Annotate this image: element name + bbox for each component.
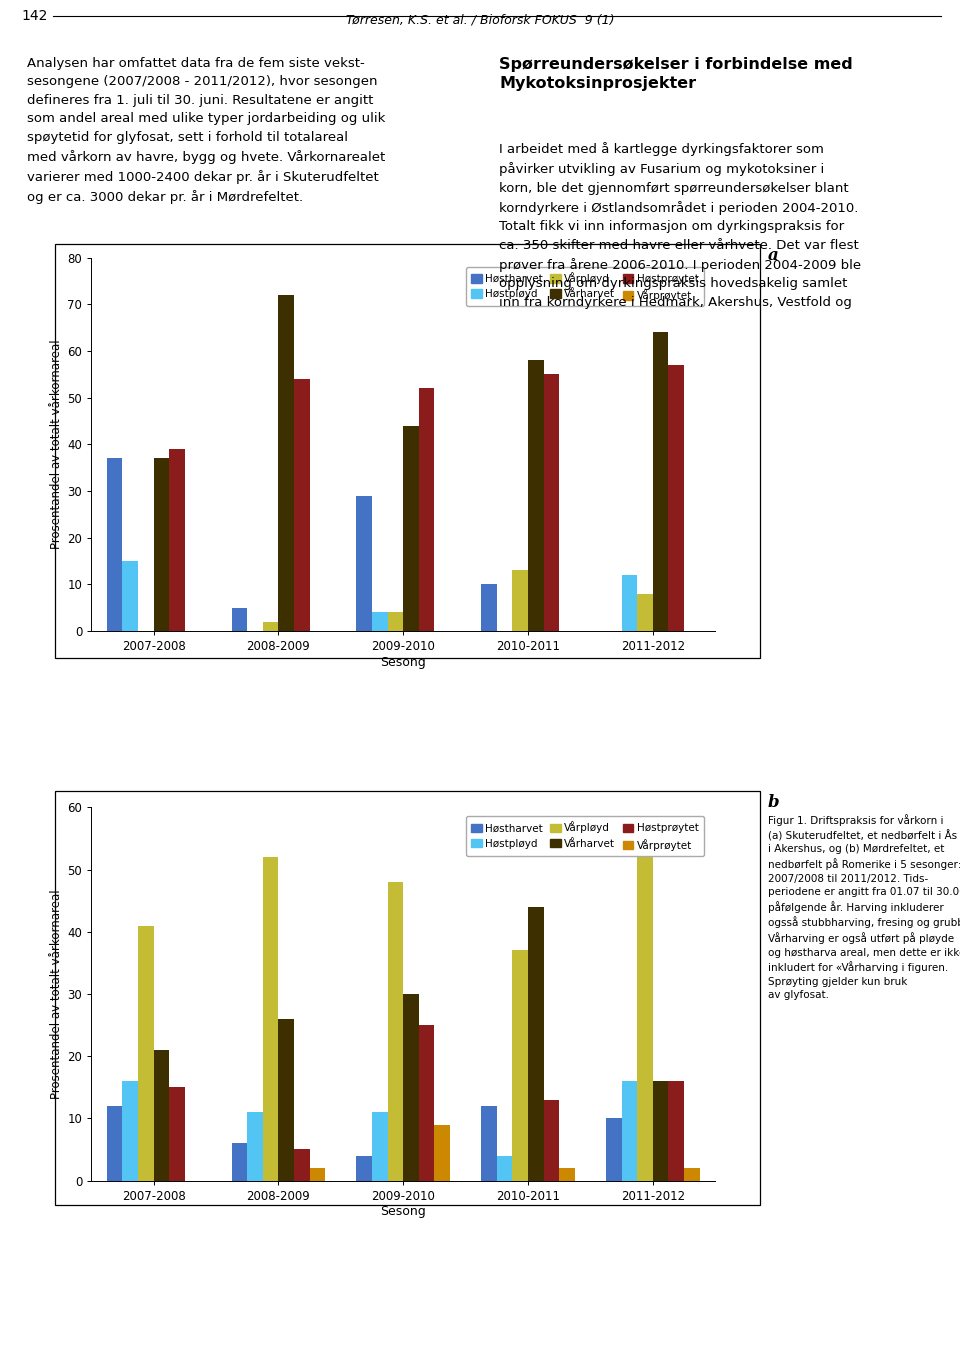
- Bar: [497, 1156, 513, 1181]
- Bar: [403, 993, 419, 1181]
- Bar: [684, 1168, 700, 1181]
- Bar: [154, 459, 169, 631]
- Text: a: a: [768, 247, 779, 265]
- Bar: [668, 365, 684, 631]
- Bar: [637, 594, 653, 631]
- Bar: [481, 1106, 497, 1181]
- Text: Figur 1. Driftspraksis for vårkorn i
(a) Skuterudfeltet, et nedbørfelt i Ås
i Ak: Figur 1. Driftspraksis for vårkorn i (a)…: [768, 814, 960, 1000]
- Bar: [263, 858, 278, 1181]
- Bar: [107, 459, 123, 631]
- Bar: [513, 570, 528, 631]
- Text: I arbeidet med å kartlegge dyrkingsfaktorer som
påvirker utvikling av Fusarium o: I arbeidet med å kartlegge dyrkingsfakto…: [499, 142, 861, 309]
- Legend: Høstharvet, Høstpløyd, Vårpløyd, Vårharvet, Høstprøytet, Vårprøytet: Høstharvet, Høstpløyd, Vårpløyd, Vårharv…: [466, 267, 704, 307]
- Text: Spørreundersøkelser i forbindelse med
Mykotoksinprosjekter: Spørreundersøkelser i forbindelse med My…: [499, 57, 852, 91]
- Bar: [278, 1019, 294, 1181]
- Bar: [356, 495, 372, 631]
- Bar: [294, 1149, 309, 1181]
- Bar: [278, 296, 294, 631]
- Bar: [107, 1106, 123, 1181]
- Bar: [559, 1168, 575, 1181]
- Text: b: b: [768, 794, 780, 811]
- Bar: [528, 361, 543, 631]
- Bar: [263, 622, 278, 631]
- Bar: [653, 332, 668, 631]
- Bar: [622, 1082, 637, 1181]
- Text: 142: 142: [21, 9, 47, 23]
- Bar: [123, 1082, 138, 1181]
- Bar: [434, 1125, 450, 1181]
- Bar: [248, 1113, 263, 1181]
- Bar: [606, 1118, 622, 1181]
- Bar: [543, 1099, 560, 1181]
- Bar: [309, 1168, 325, 1181]
- Legend: Høstharvet, Høstpløyd, Vårpløyd, Vårharvet, Høstprøytet, Vårprøytet: Høstharvet, Høstpløyd, Vårpløyd, Vårharv…: [466, 817, 704, 856]
- Bar: [419, 388, 435, 631]
- Bar: [123, 560, 138, 631]
- Bar: [138, 925, 154, 1181]
- Text: Tørresen, K.S. et al. / Bioforsk FOKUS  9 (1): Tørresen, K.S. et al. / Bioforsk FOKUS 9…: [346, 14, 614, 27]
- Bar: [388, 612, 403, 631]
- X-axis label: Sesong: Sesong: [380, 1205, 426, 1219]
- Bar: [169, 449, 184, 631]
- X-axis label: Sesong: Sesong: [380, 655, 426, 669]
- Bar: [403, 426, 419, 631]
- Bar: [622, 575, 637, 631]
- Bar: [231, 1143, 248, 1181]
- Bar: [653, 1082, 668, 1181]
- Bar: [388, 882, 403, 1181]
- Y-axis label: Prosentandel av totalt vårkornareal: Prosentandel av totalt vårkornareal: [50, 339, 63, 550]
- Bar: [169, 1087, 184, 1181]
- Y-axis label: Prosentandel av totalt vårkornareal: Prosentandel av totalt vårkornareal: [50, 889, 63, 1099]
- Bar: [154, 1050, 169, 1181]
- Bar: [513, 950, 528, 1181]
- Bar: [372, 612, 388, 631]
- Bar: [668, 1082, 684, 1181]
- Bar: [543, 375, 560, 631]
- Bar: [294, 379, 309, 631]
- Bar: [481, 585, 497, 631]
- Bar: [356, 1156, 372, 1181]
- Bar: [637, 826, 653, 1181]
- Bar: [372, 1113, 388, 1181]
- Bar: [528, 906, 543, 1181]
- Bar: [231, 608, 248, 631]
- Bar: [419, 1025, 435, 1181]
- Text: Analysen har omfattet data fra de fem siste vekst-
sesongene (2007/2008 - 2011/2: Analysen har omfattet data fra de fem si…: [27, 57, 385, 204]
